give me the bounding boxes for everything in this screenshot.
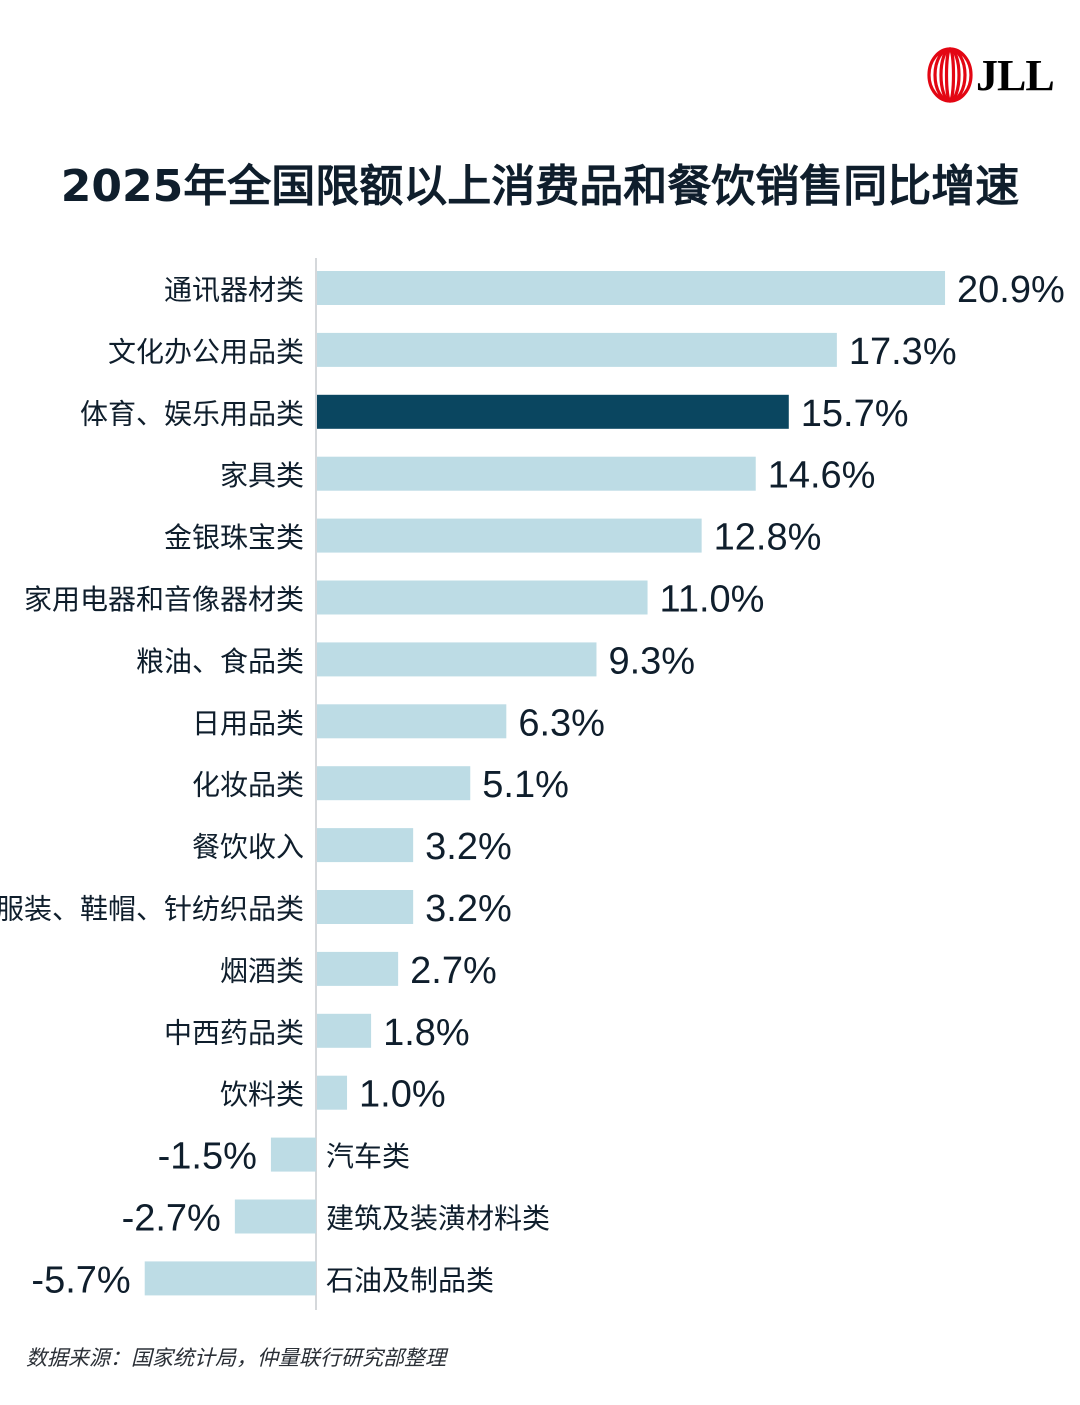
value-label: 1.8% (383, 1012, 470, 1054)
bar (317, 704, 507, 739)
category-label: 石油及制品类 (326, 1264, 494, 1297)
value-label: 9.3% (608, 640, 695, 682)
jll-rings-icon (927, 47, 973, 103)
bar (317, 642, 597, 677)
bar (270, 1137, 316, 1172)
value-label: -1.5% (158, 1136, 257, 1178)
category-label: 化妆品类 (192, 769, 304, 802)
source-note: 数据来源：国家统计局，仲量联行研究部整理 (26, 1346, 446, 1370)
value-label: 5.1% (482, 764, 569, 806)
category-label: 日用品类 (192, 707, 304, 740)
bar (317, 271, 946, 305)
category-label: 中西药品类 (164, 1016, 304, 1049)
bar (144, 1261, 316, 1296)
bar (234, 1199, 316, 1234)
bar (317, 951, 399, 986)
value-label: 2.7% (410, 950, 497, 992)
bar (317, 394, 789, 429)
value-label: 14.6% (768, 455, 876, 497)
value-label: 12.8% (714, 517, 822, 559)
category-label: 家具类 (220, 459, 304, 492)
bar-chart: 通讯器材类 20.9% 文化办公用品类 17.3% 体育、娱乐用品类 15.7% 家具类 14… (0, 258, 1065, 1310)
bar (317, 1075, 348, 1110)
value-label: -2.7% (122, 1198, 221, 1240)
category-label: 金银珠宝类 (164, 521, 304, 554)
category-label: 饮料类 (220, 1078, 304, 1111)
category-label: 服装、鞋帽、针纺织品类 (0, 893, 304, 926)
bar (317, 518, 702, 553)
category-label: 烟酒类 (220, 954, 304, 987)
category-label: 建筑及装潢材料类 (326, 1202, 550, 1235)
chart-title: 2025年全国限额以上消费品和餐饮销售同比增速 (60, 161, 1020, 212)
bar (317, 1013, 372, 1048)
category-label: 体育、娱乐用品类 (80, 397, 304, 430)
bar (317, 580, 648, 615)
bar (317, 332, 837, 367)
jll-logo-text: JLL (976, 51, 1055, 100)
jll-logo: JLL (926, 46, 1056, 104)
category-label: 文化办公用品类 (108, 335, 304, 368)
value-label: 20.9% (957, 269, 1065, 311)
value-label: 3.2% (425, 826, 512, 868)
value-label: 3.2% (425, 888, 512, 930)
value-label: -5.7% (31, 1259, 130, 1301)
value-label: 6.3% (518, 702, 605, 744)
category-label: 家用电器和音像器材类 (24, 583, 304, 616)
bar (317, 890, 414, 924)
bar (317, 828, 414, 863)
category-label: 通讯器材类 (164, 274, 304, 307)
category-label: 汽车类 (326, 1140, 410, 1173)
value-label: 1.0% (359, 1074, 446, 1116)
bar (317, 456, 756, 491)
value-label: 17.3% (849, 331, 957, 373)
category-label: 餐饮收入 (192, 831, 304, 864)
category-label: 粮油、食品类 (136, 645, 304, 678)
value-label: 15.7% (801, 393, 909, 435)
bar (317, 766, 471, 801)
value-label: 11.0% (660, 579, 765, 621)
